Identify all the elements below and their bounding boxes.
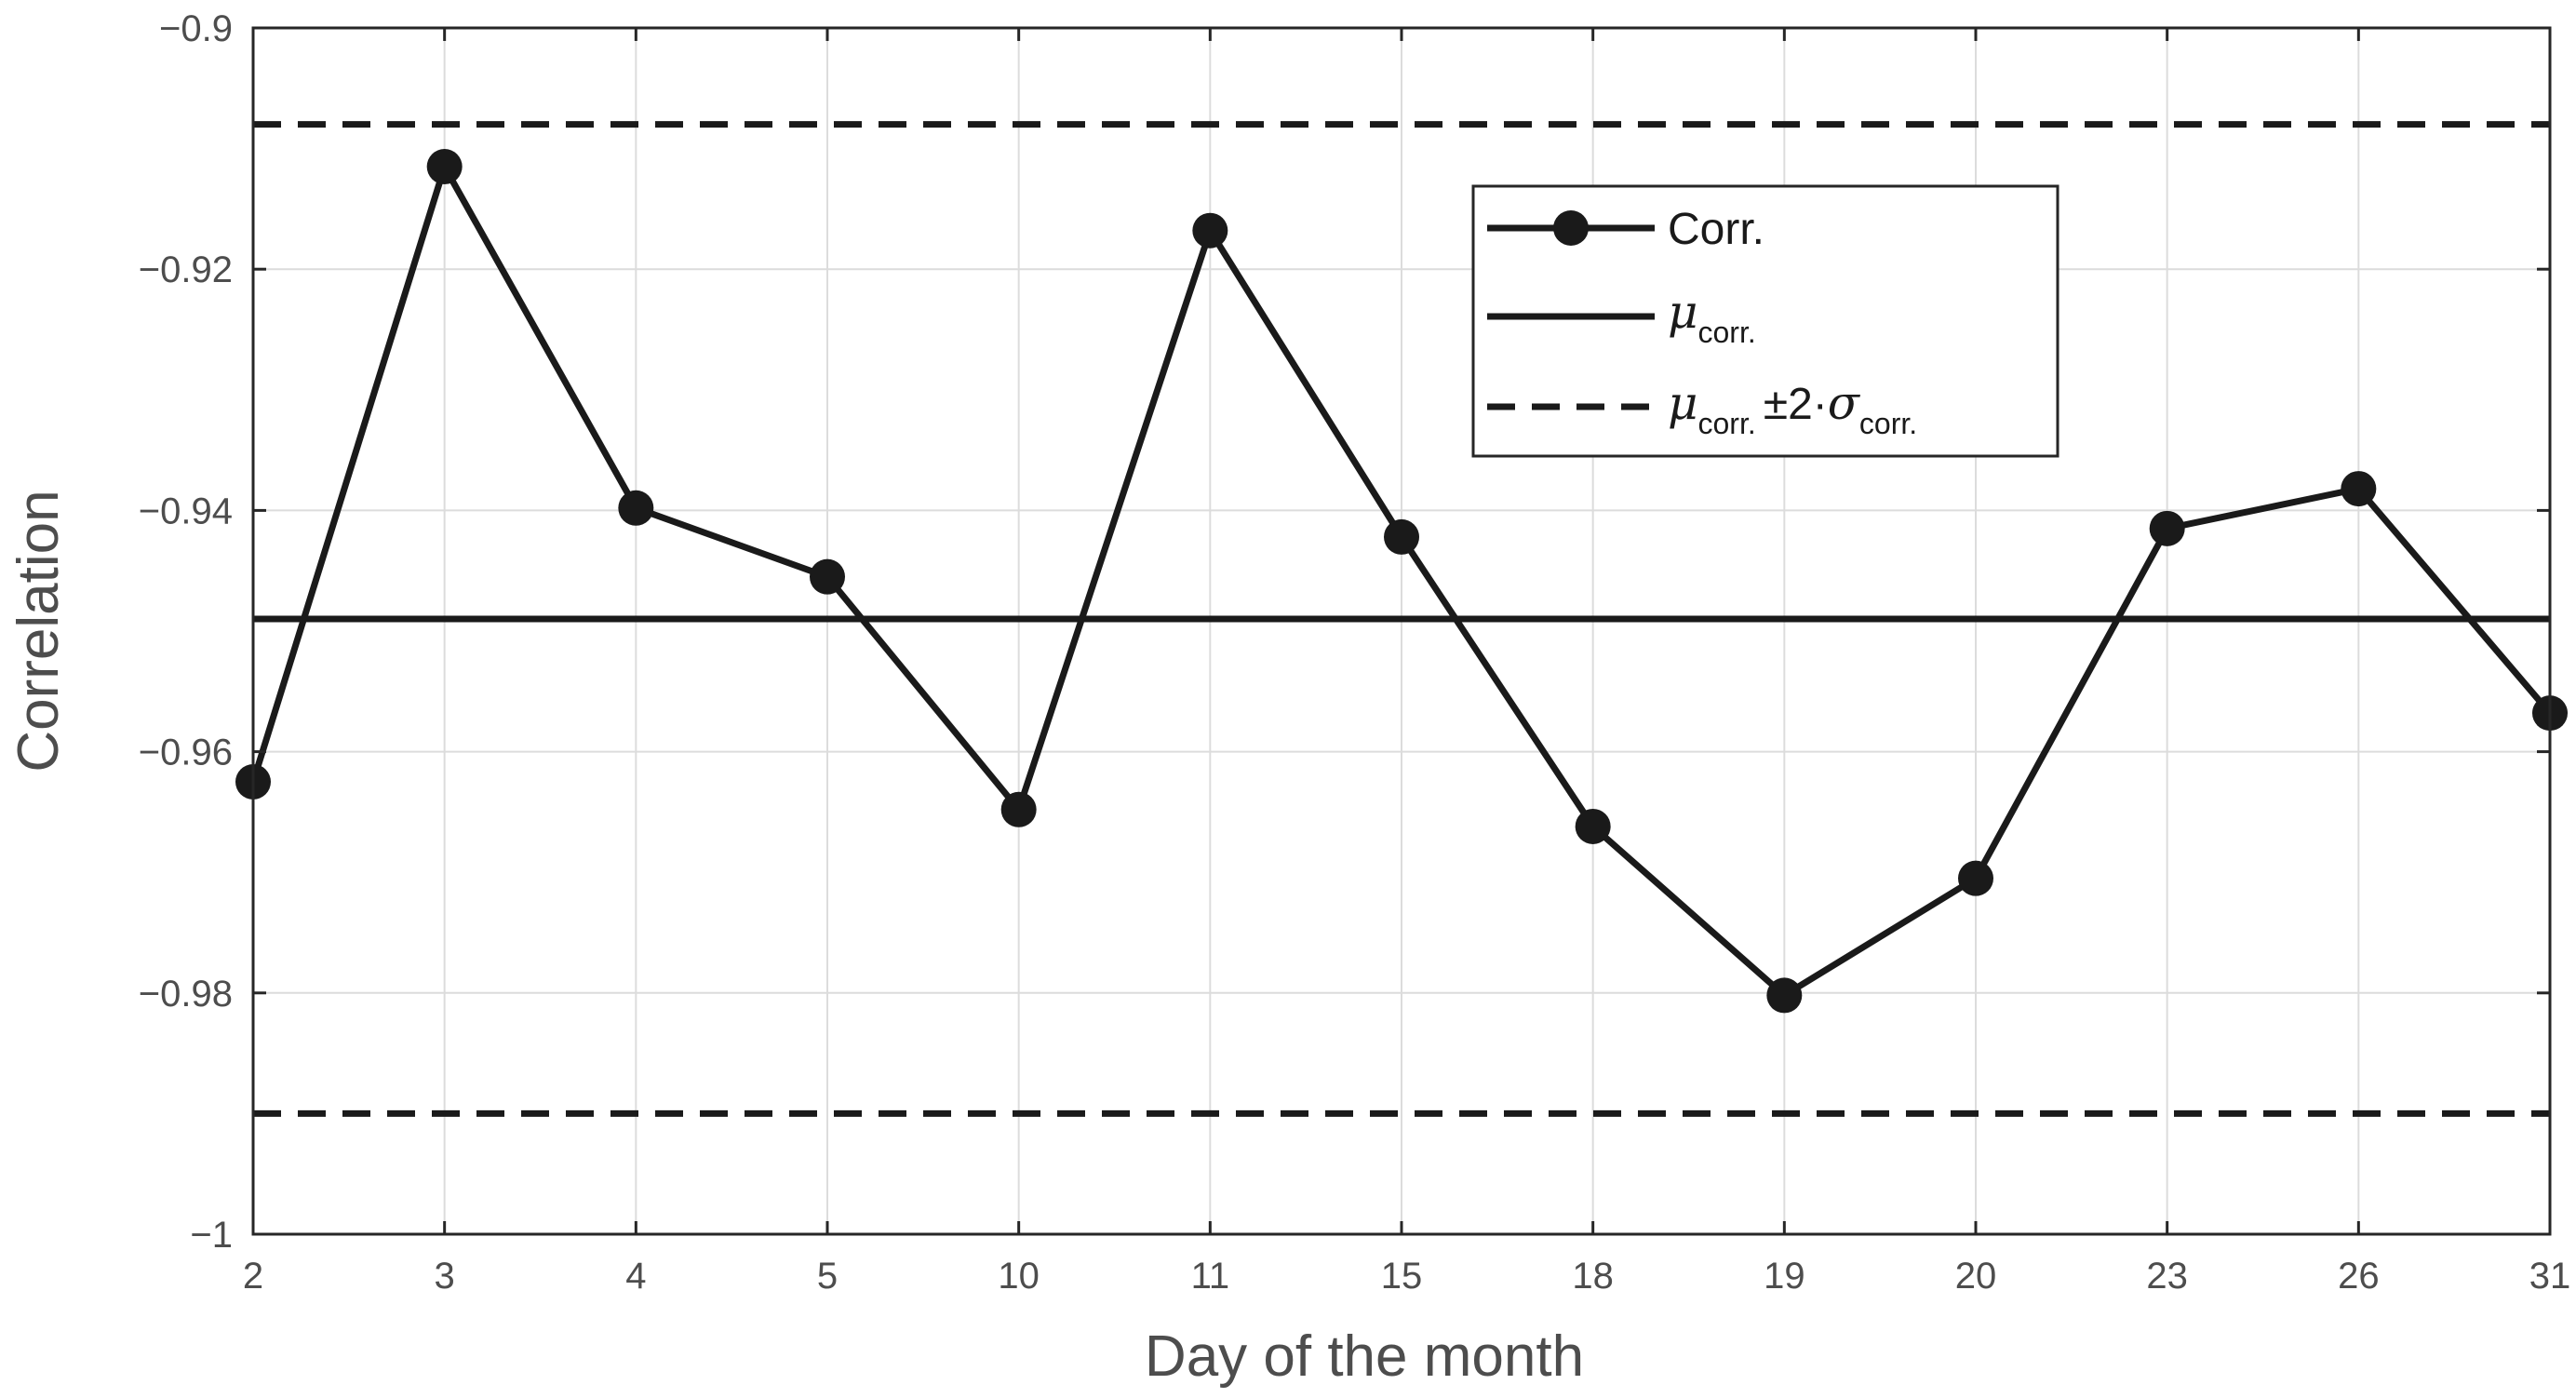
corr-point — [2341, 471, 2377, 507]
legend-sigma-symbol: σ — [1828, 376, 1861, 430]
x-tick-label: 31 — [2529, 1256, 2571, 1297]
x-tick-label: 10 — [998, 1256, 1040, 1297]
corr-point — [1575, 808, 1611, 844]
y-tick-label: −1 — [190, 1215, 233, 1256]
legend: Corr. μcorr. μcorr. ±2·σcorr. — [1471, 184, 2059, 458]
axis-ticks: 2 3 4 5 10 11 15 18 19 20 23 26 31−1−0.98−0.96−0.94−… — [139, 8, 2570, 1297]
legend-corr-marker — [1553, 210, 1589, 246]
y-tick-label: −0.98 — [139, 974, 233, 1015]
legend-mean-label: μcorr. — [1668, 285, 1756, 349]
corr-point — [1192, 212, 1228, 249]
corr-point — [618, 490, 654, 526]
legend-sigma-sub: corr. — [1859, 407, 1917, 440]
x-tick-label: 15 — [1381, 1256, 1423, 1297]
x-tick-label: 11 — [1191, 1256, 1230, 1297]
x-tick-label: 26 — [2338, 1256, 2380, 1297]
legend-band-mu: μ — [1668, 376, 1698, 430]
legend-band-op: ±2· — [1764, 380, 1828, 429]
x-tick-label: 23 — [2146, 1256, 2188, 1297]
x-tick-label: 18 — [1572, 1256, 1614, 1297]
legend-band-mu-sub: corr. — [1698, 407, 1756, 440]
corr-point — [1958, 860, 1993, 896]
x-tick-label: 2 — [243, 1256, 263, 1297]
corr-point — [1384, 518, 1419, 555]
y-tick-label: −0.96 — [139, 733, 233, 773]
corr-point — [2149, 510, 2185, 546]
legend-mu-symbol: μ — [1668, 285, 1698, 339]
y-axis-label: Correlation — [7, 490, 71, 772]
x-tick-label: 5 — [817, 1256, 838, 1297]
x-tick-label: 4 — [625, 1256, 646, 1297]
corr-point — [426, 149, 463, 185]
x-axis-label: Day of the month — [1145, 1324, 1584, 1389]
corr-point — [1000, 791, 1037, 827]
x-tick-label: 19 — [1764, 1256, 1805, 1297]
y-tick-label: −0.92 — [139, 249, 233, 290]
legend-band-label: μcorr. ±2·σcorr. — [1668, 376, 1917, 440]
x-tick-label: 20 — [1955, 1256, 1997, 1297]
corr-point — [810, 558, 845, 595]
legend-corr-label: Corr. — [1668, 205, 1764, 254]
x-tick-label: 3 — [435, 1256, 455, 1297]
y-tick-label: −0.9 — [159, 8, 233, 49]
corr-point — [1766, 977, 1803, 1014]
legend-mu-sub: corr. — [1698, 316, 1756, 349]
grid-lines — [253, 28, 2550, 1234]
y-tick-label: −0.94 — [139, 491, 233, 531]
reference-lines — [253, 121, 2550, 1117]
